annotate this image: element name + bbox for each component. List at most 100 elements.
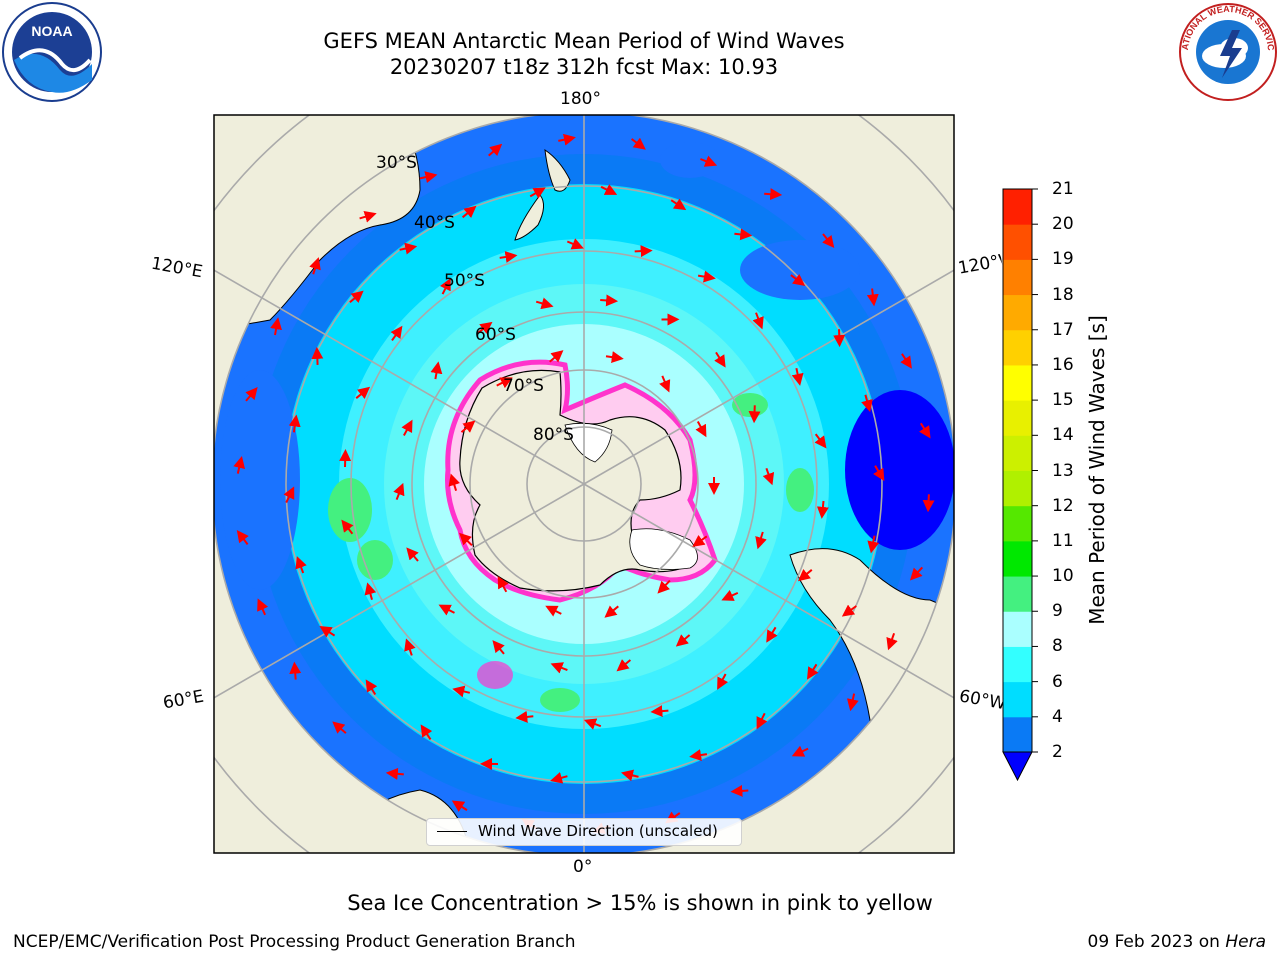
wave-direction-arrow bbox=[401, 419, 413, 436]
noaa-logo: NOAA bbox=[2, 2, 102, 102]
wave-direction-arrow bbox=[399, 242, 418, 255]
wave-direction-arrow bbox=[459, 532, 473, 547]
wave-direction-arrow bbox=[355, 386, 371, 400]
colorbar-segment bbox=[1003, 646, 1032, 683]
wave-direction-arrow bbox=[734, 228, 753, 241]
map-frame bbox=[213, 114, 955, 854]
colorbar-segment bbox=[1003, 681, 1032, 718]
wave-direction-arrow bbox=[600, 294, 619, 307]
colorbar-under-extension bbox=[1002, 751, 1033, 782]
lon-label-180: 180° bbox=[560, 89, 601, 109]
colorbar-tick-label: 18 bbox=[1052, 284, 1074, 305]
lat-label-70s: 70°S bbox=[503, 376, 544, 396]
wave-direction-arrow bbox=[900, 353, 912, 369]
footer-host: Hera bbox=[1225, 932, 1266, 952]
wave-direction-arrow bbox=[730, 784, 749, 797]
wave-direction-arrow bbox=[545, 605, 562, 617]
lat-label-60s: 60°S bbox=[475, 325, 516, 345]
wave-direction-arrow bbox=[406, 547, 419, 562]
wave-direction-arrow bbox=[439, 278, 451, 295]
lat-label-40s: 40°S bbox=[414, 213, 455, 233]
wave-direction-arrow bbox=[492, 640, 505, 655]
wave-direction-arrow bbox=[806, 663, 819, 680]
chart-title: GEFS MEAN Antarctic Mean Period of Wind … bbox=[323, 29, 845, 53]
colorbar-segment bbox=[1003, 716, 1032, 753]
wave-direction-arrow bbox=[452, 685, 471, 698]
wave-direction-arrow bbox=[841, 604, 857, 617]
wave-direction-arrow bbox=[460, 420, 476, 433]
colorbar-tick-label: 21 bbox=[1052, 179, 1074, 199]
wave-direction-arrow bbox=[919, 422, 931, 439]
wave-direction-arrow bbox=[721, 589, 739, 601]
lat-label-30s: 30°S bbox=[376, 153, 417, 173]
colorbar-tick-label: 11 bbox=[1052, 530, 1074, 551]
colorbar-segment bbox=[1003, 294, 1032, 331]
wave-direction-arrow bbox=[515, 710, 534, 723]
colorbar-tick-label: 20 bbox=[1052, 214, 1074, 235]
wave-direction-arrow bbox=[289, 661, 302, 680]
wave-direction-arrow bbox=[430, 361, 443, 380]
wave-direction-arrow bbox=[309, 257, 321, 275]
wave-direction-arrow bbox=[364, 582, 377, 600]
wave-direction-arrow bbox=[393, 482, 405, 500]
wave-direction-arrow bbox=[752, 312, 764, 330]
wave-direction-arrow bbox=[755, 531, 767, 550]
colorbar-tick-label: 10 bbox=[1052, 566, 1074, 587]
wave-direction-arrow bbox=[675, 634, 691, 647]
wave-direction-arrow bbox=[630, 137, 646, 150]
colorbar-segment bbox=[1003, 435, 1032, 471]
colorbar-tick-label: 2 bbox=[1052, 742, 1063, 762]
wave-direction-arrow bbox=[867, 535, 880, 554]
wave-direction-arrow bbox=[550, 771, 568, 784]
colorbar-tick-label: 19 bbox=[1052, 249, 1074, 270]
legend-line-swatch bbox=[437, 831, 467, 832]
wave-direction-arrow bbox=[814, 433, 827, 449]
wave-direction-arrow bbox=[499, 251, 518, 263]
lon-label-0: 0° bbox=[573, 857, 593, 877]
wave-direction-arrow bbox=[390, 325, 403, 341]
wave-direction-arrow bbox=[359, 210, 377, 223]
wave-direction-arrow bbox=[621, 769, 639, 782]
colorbar-tick-label: 14 bbox=[1052, 425, 1074, 446]
wave-direction-arrow bbox=[790, 273, 806, 287]
wave-direction-arrow bbox=[365, 679, 378, 696]
footer-date-text: 09 Feb 2023 on bbox=[1087, 932, 1226, 952]
wave-direction-arrow bbox=[657, 579, 671, 594]
colorbar-segment bbox=[1003, 505, 1032, 542]
sea-ice-note: Sea Ice Concentration > 15% is shown in … bbox=[347, 891, 933, 915]
wave-direction-arrow bbox=[583, 718, 602, 730]
wave-direction-arrow bbox=[692, 534, 708, 547]
wave-direction-arrow bbox=[488, 143, 503, 157]
wave-direction-arrow bbox=[762, 467, 775, 486]
wave-direction-arrow bbox=[257, 598, 269, 616]
wave-direction-arrow bbox=[529, 187, 546, 199]
colorbar bbox=[1002, 188, 1038, 782]
colorbar-tick-label: 8 bbox=[1052, 636, 1063, 657]
wave-direction-arrow bbox=[438, 604, 455, 616]
wave-direction-arrow bbox=[604, 605, 619, 618]
wave-direction-arrow bbox=[549, 350, 564, 363]
wave-direction-arrow bbox=[448, 473, 461, 491]
wave-direction-arrow bbox=[791, 745, 809, 757]
wave-direction-arrow bbox=[550, 662, 568, 674]
wave-direction-arrow bbox=[451, 800, 468, 812]
footer-credit: NCEP/EMC/Verification Post Processing Pr… bbox=[13, 932, 576, 952]
wave-direction-arrow bbox=[419, 171, 438, 184]
colorbar-tick-label: 6 bbox=[1052, 671, 1063, 692]
colorbar-segment bbox=[1003, 470, 1032, 507]
wave-direction-arrow bbox=[535, 297, 554, 310]
wave-direction-arrow bbox=[922, 494, 935, 513]
wave-direction-arrow bbox=[295, 556, 307, 574]
wave-direction-arrow bbox=[670, 198, 687, 211]
colorbar-tick-label: 12 bbox=[1052, 495, 1074, 516]
wave-direction-arrow bbox=[650, 705, 669, 718]
wave-direction-arrow bbox=[497, 575, 509, 593]
noaa-logo-text: NOAA bbox=[31, 23, 72, 39]
wave-direction-arrow bbox=[714, 351, 726, 368]
wave-direction-arrow bbox=[236, 530, 249, 546]
wave-direction-arrow bbox=[634, 245, 653, 258]
legend: Wind Wave Direction (unscaled) bbox=[426, 818, 742, 846]
wave-direction-arrow bbox=[766, 626, 778, 643]
wave-direction-arrow bbox=[822, 233, 835, 249]
